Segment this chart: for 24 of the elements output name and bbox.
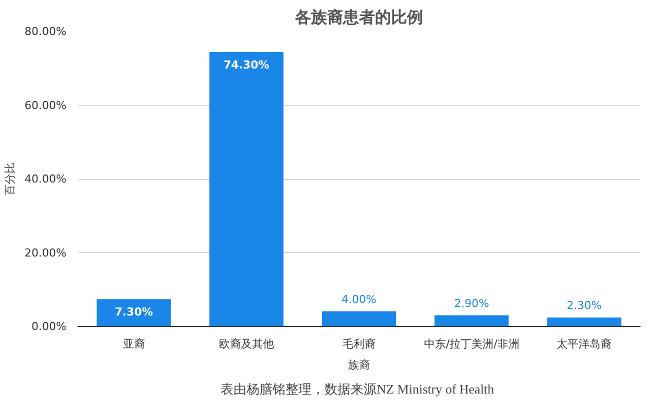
chart-title: 各族裔患者的比例 bbox=[294, 8, 423, 26]
y-tick-label: 0.00% bbox=[32, 320, 67, 333]
data-label: 2.30% bbox=[566, 299, 602, 312]
bar bbox=[434, 315, 509, 326]
data-label: 4.00% bbox=[342, 292, 376, 306]
bar bbox=[209, 52, 284, 326]
data-label: 74.30% bbox=[223, 58, 270, 72]
x-tick-label: 亚裔 bbox=[122, 338, 145, 350]
x-axis-title: 族裔 bbox=[348, 358, 370, 372]
y-tick-label: 80.00% bbox=[24, 25, 67, 38]
x-tick-label: 中东/拉丁美洲/非洲 bbox=[424, 338, 520, 350]
x-tick-label: 太平洋岛裔 bbox=[556, 338, 612, 350]
x-tick-label: 欧裔及其他 bbox=[218, 338, 274, 350]
bar bbox=[322, 311, 396, 326]
data-label: 7.30% bbox=[114, 306, 153, 319]
bar bbox=[96, 299, 171, 326]
y-tick-label: 60.00% bbox=[24, 98, 67, 112]
data-label: 2.90% bbox=[454, 296, 490, 310]
y-tick-label: 40.00% bbox=[24, 172, 67, 186]
y-axis-title: 百分比 bbox=[4, 162, 17, 196]
text: 表由杨膳铭整理，数据来源NZ Ministry of Health bbox=[220, 382, 495, 396]
bar bbox=[547, 318, 622, 326]
x-tick-label: 毛利裔 bbox=[342, 338, 376, 350]
y-tick-label: 20.00% bbox=[24, 246, 67, 260]
